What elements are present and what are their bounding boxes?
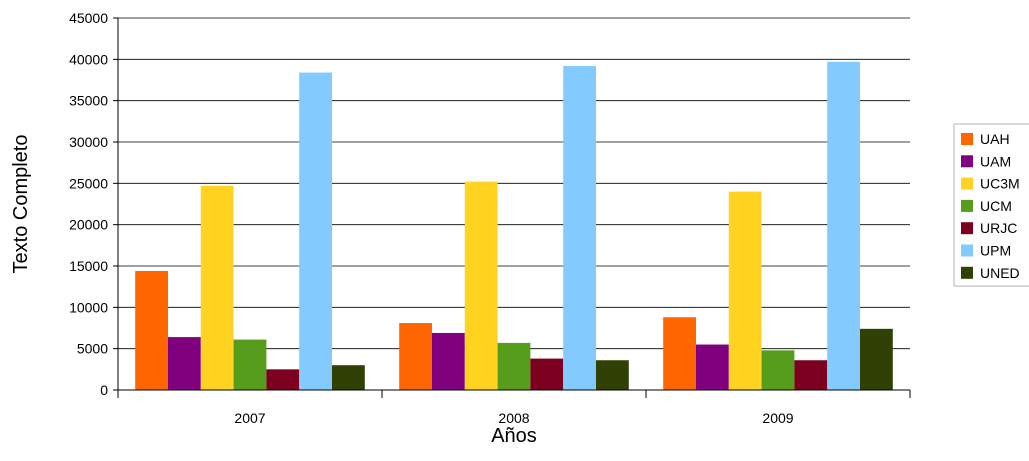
bar-urjc-2007 bbox=[266, 369, 300, 390]
x-tick-label: 2007 bbox=[234, 410, 265, 426]
bar-ucm-2008 bbox=[497, 342, 531, 390]
legend-swatch-upm bbox=[961, 244, 973, 257]
legend-swatch-urjc bbox=[961, 222, 973, 235]
bar-uah-2009 bbox=[663, 317, 696, 390]
y-tick-label: 40000 bbox=[69, 51, 108, 67]
legend-label-uned: UNED bbox=[980, 265, 1020, 281]
bar-urjc-2009 bbox=[794, 360, 828, 390]
legend-swatch-uah bbox=[961, 133, 973, 145]
legend-swatch-ucm bbox=[961, 199, 973, 212]
bar-uah-2008 bbox=[399, 323, 432, 390]
y-tick-label: 0 bbox=[100, 382, 108, 398]
y-tick-label: 20000 bbox=[69, 217, 108, 233]
bar-uam-2008 bbox=[432, 332, 465, 390]
y-tick-label: 25000 bbox=[69, 175, 108, 191]
gridlines bbox=[118, 17, 910, 391]
y-tick-label: 5000 bbox=[77, 341, 108, 357]
legend-label-uah: UAH bbox=[980, 131, 1010, 147]
bar-uam-2007 bbox=[168, 337, 201, 390]
legend: UAH UAM UC3M UCM URJC UPM UNED bbox=[953, 123, 1029, 287]
bar-uned-2007 bbox=[332, 365, 365, 390]
bar-upm-2007 bbox=[299, 72, 332, 390]
bar-uned-2008 bbox=[596, 360, 629, 390]
y-tick-label: 30000 bbox=[69, 134, 108, 150]
bar-uc3m-2009 bbox=[728, 191, 762, 390]
y-tick-label: 15000 bbox=[69, 258, 108, 274]
y-tick-label: 10000 bbox=[69, 299, 108, 315]
bars bbox=[135, 61, 893, 391]
bar-ucm-2009 bbox=[761, 350, 795, 390]
bar-uah-2007 bbox=[135, 270, 168, 390]
x-tick-label: 2009 bbox=[762, 410, 793, 426]
y-axis-ticks: 0 5000 10000 15000 20000 25000 30000 35000 40000… bbox=[69, 10, 118, 398]
bar-uned-2009 bbox=[860, 328, 893, 390]
bar-urjc-2008 bbox=[530, 358, 564, 390]
bar-uc3m-2008 bbox=[464, 181, 498, 390]
x-axis-ticks: 2007 2008 2009 bbox=[117, 390, 911, 426]
legend-label-upm: UPM bbox=[980, 243, 1011, 259]
bar-uam-2009 bbox=[696, 344, 729, 390]
bar-uc3m-2007 bbox=[200, 185, 234, 390]
axes bbox=[117, 18, 910, 391]
legend-label-ucm: UCM bbox=[980, 198, 1012, 214]
legend-label-uc3m: UC3M bbox=[980, 176, 1020, 192]
y-tick-label: 45000 bbox=[69, 10, 108, 26]
legend-label-uam: UAM bbox=[980, 153, 1011, 169]
legend-swatch-uam bbox=[961, 155, 973, 168]
bar-upm-2008 bbox=[563, 65, 596, 391]
bar-upm-2009 bbox=[827, 61, 860, 391]
y-tick-label: 35000 bbox=[69, 93, 108, 109]
bar-ucm-2007 bbox=[233, 339, 267, 390]
y-axis-label: Texto Completo bbox=[10, 135, 32, 274]
legend-swatch-uc3m bbox=[961, 177, 973, 190]
legend-label-urjc: URJC bbox=[980, 220, 1017, 236]
x-axis-label: Años bbox=[491, 425, 537, 447]
legend-swatch-uned bbox=[961, 266, 973, 279]
x-tick-label: 2008 bbox=[498, 410, 529, 426]
